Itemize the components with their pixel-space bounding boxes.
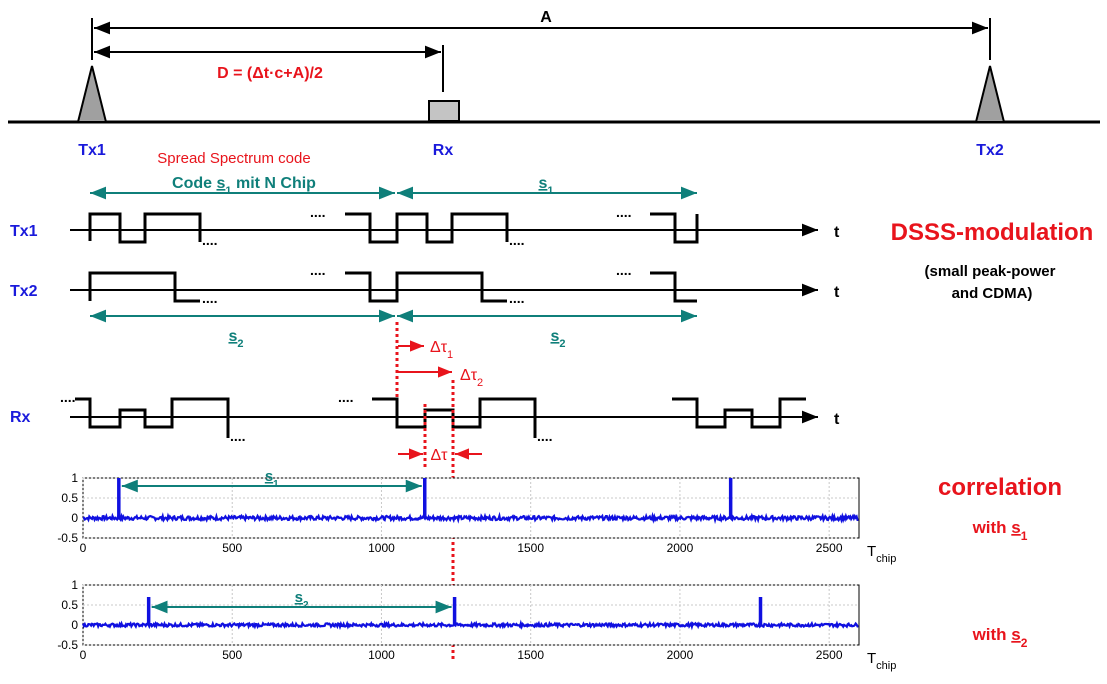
plot-frame: [82, 584, 860, 646]
y-tick-label: 0: [71, 618, 78, 632]
spread-spectrum-label: Spread Spectrum code: [157, 150, 310, 167]
correlation-title: correlation: [938, 474, 1062, 501]
tx2-dots-b: ....: [310, 262, 326, 278]
x-tick-label: 500: [222, 541, 242, 555]
x-axis-label: Tchip: [867, 543, 896, 565]
dsss-note-line1: (small peak-power: [925, 263, 1056, 280]
tx1-dots-d: ....: [616, 204, 632, 220]
x-axis-label: Tchip: [867, 650, 896, 672]
x-tick-label: 2500: [816, 541, 843, 555]
side-labels: DSSS-modulation (small peak-power and CD…: [891, 219, 1094, 650]
rx-waveform-a: [75, 397, 230, 438]
x-tick-label: 1500: [517, 648, 544, 662]
x-tick-label: 1000: [368, 541, 395, 555]
rx-waveform-c: [672, 397, 806, 429]
with-s2-label: with s2: [972, 625, 1028, 650]
tx2-label: Tx2: [976, 142, 1004, 159]
rx-dots-c: ....: [338, 389, 354, 405]
y-tick-label: -0.5: [57, 638, 78, 652]
tx2-waveform-b: [345, 271, 507, 303]
x-tick-label: 2000: [667, 541, 694, 555]
x-tick-label: 1000: [368, 648, 395, 662]
rx-receiver-icon: [428, 100, 460, 122]
s2-label-first: s2: [228, 328, 243, 350]
tx1-waveform-c: [650, 212, 699, 244]
distance-a-label: A: [540, 9, 552, 26]
y-tick-label: 0: [71, 511, 78, 525]
x-tick-label: 0: [80, 648, 87, 662]
x-tick-label: 2500: [816, 648, 843, 662]
tx2-waveform-c: [650, 271, 697, 303]
x-tick-label: 1500: [517, 541, 544, 555]
row-label-tx2: Tx2: [10, 283, 38, 300]
y-tick-label: 1: [71, 471, 78, 485]
tx1-waveform-b: [345, 212, 509, 244]
tx2-dots-c: ....: [509, 290, 525, 306]
delta-tau-label: Δτ: [430, 447, 448, 464]
geometry-section: A D = (Δt·c+A)/2 Tx1 Rx Tx2: [8, 9, 1100, 159]
tx1-dots-b: ....: [310, 204, 326, 220]
rx-dots-a: ....: [60, 389, 76, 405]
tx2-t-label: t: [834, 284, 840, 301]
tx1-label: Tx1: [78, 142, 106, 159]
y-tick-label: 1: [71, 578, 78, 592]
s2-label-second: s2: [550, 328, 565, 350]
row-label-tx1: Tx1: [10, 223, 38, 240]
rx-label: Rx: [433, 142, 454, 159]
distance-d-formula: D = (Δt·c+A)/2: [217, 65, 323, 82]
delta-tau2-label: Δτ2: [460, 367, 483, 389]
y-tick-label: 0.5: [61, 598, 78, 612]
rx-dots-d: ....: [537, 428, 553, 444]
dsss-note-line2: and CDMA): [952, 285, 1033, 302]
row-label-rx: Rx: [10, 409, 31, 426]
delta-tau1-label: Δτ1: [430, 339, 453, 361]
dsss-title: DSSS-modulation: [891, 219, 1094, 246]
y-tick-label: -0.5: [57, 531, 78, 545]
tx1-antenna-icon: [76, 65, 108, 123]
tx1-dots-c: ....: [509, 232, 525, 248]
tx2-dots-a: ....: [202, 290, 218, 306]
signal-section: Spread Spectrum code Code s1 mit N Chip …: [10, 150, 840, 662]
rx-dots-b: ....: [230, 428, 246, 444]
x-tick-label: 500: [222, 648, 242, 662]
x-tick-label: 0: [80, 541, 87, 555]
tx2-antenna-icon: [974, 65, 1006, 123]
y-tick-label: 0.5: [61, 491, 78, 505]
period-label: s2: [295, 589, 309, 611]
noise-trace: [81, 619, 859, 631]
x-tick-label: 2000: [667, 648, 694, 662]
period-label: s1: [265, 468, 279, 490]
tx2-waveform-a: [88, 271, 200, 303]
tx2-dots-d: ....: [616, 262, 632, 278]
tx1-dots-a: ....: [202, 232, 218, 248]
tx1-waveform-a: [88, 212, 202, 244]
rx-t-label: t: [834, 411, 840, 428]
tx1-t-label: t: [834, 224, 840, 241]
s1-label-second: s1: [538, 175, 553, 197]
with-s1-label: with s1: [972, 518, 1028, 543]
